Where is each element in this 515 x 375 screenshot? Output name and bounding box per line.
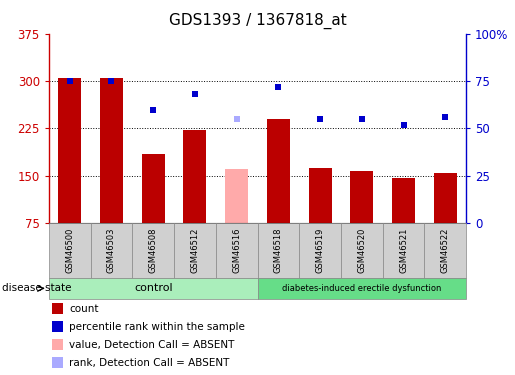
Text: GSM46516: GSM46516 [232,228,241,273]
Text: GSM46512: GSM46512 [191,228,199,273]
Bar [350,171,373,223]
Bar [58,78,81,223]
Bar [308,168,332,223]
Text: control: control [134,284,173,293]
Text: percentile rank within the sample: percentile rank within the sample [69,322,245,332]
Text: GSM46520: GSM46520 [357,228,366,273]
Text: GSM46508: GSM46508 [149,228,158,273]
Text: GDS1393 / 1367818_at: GDS1393 / 1367818_at [168,13,347,29]
Text: value, Detection Call = ABSENT: value, Detection Call = ABSENT [69,340,234,350]
Text: GSM46521: GSM46521 [399,228,408,273]
Text: disease state: disease state [2,284,71,293]
Text: count: count [69,304,98,313]
Bar [183,130,207,223]
Bar [225,170,248,223]
Text: GSM46518: GSM46518 [274,228,283,273]
Text: GSM46519: GSM46519 [316,228,324,273]
Bar [100,78,123,223]
Bar [142,154,165,223]
Text: rank, Detection Call = ABSENT: rank, Detection Call = ABSENT [69,358,229,368]
Text: GSM46503: GSM46503 [107,228,116,273]
Bar [267,119,290,223]
Text: GSM46500: GSM46500 [65,228,74,273]
Text: diabetes-induced erectile dysfunction: diabetes-induced erectile dysfunction [282,284,441,293]
Text: GSM46522: GSM46522 [441,228,450,273]
Bar [392,178,415,223]
Bar [434,172,457,223]
